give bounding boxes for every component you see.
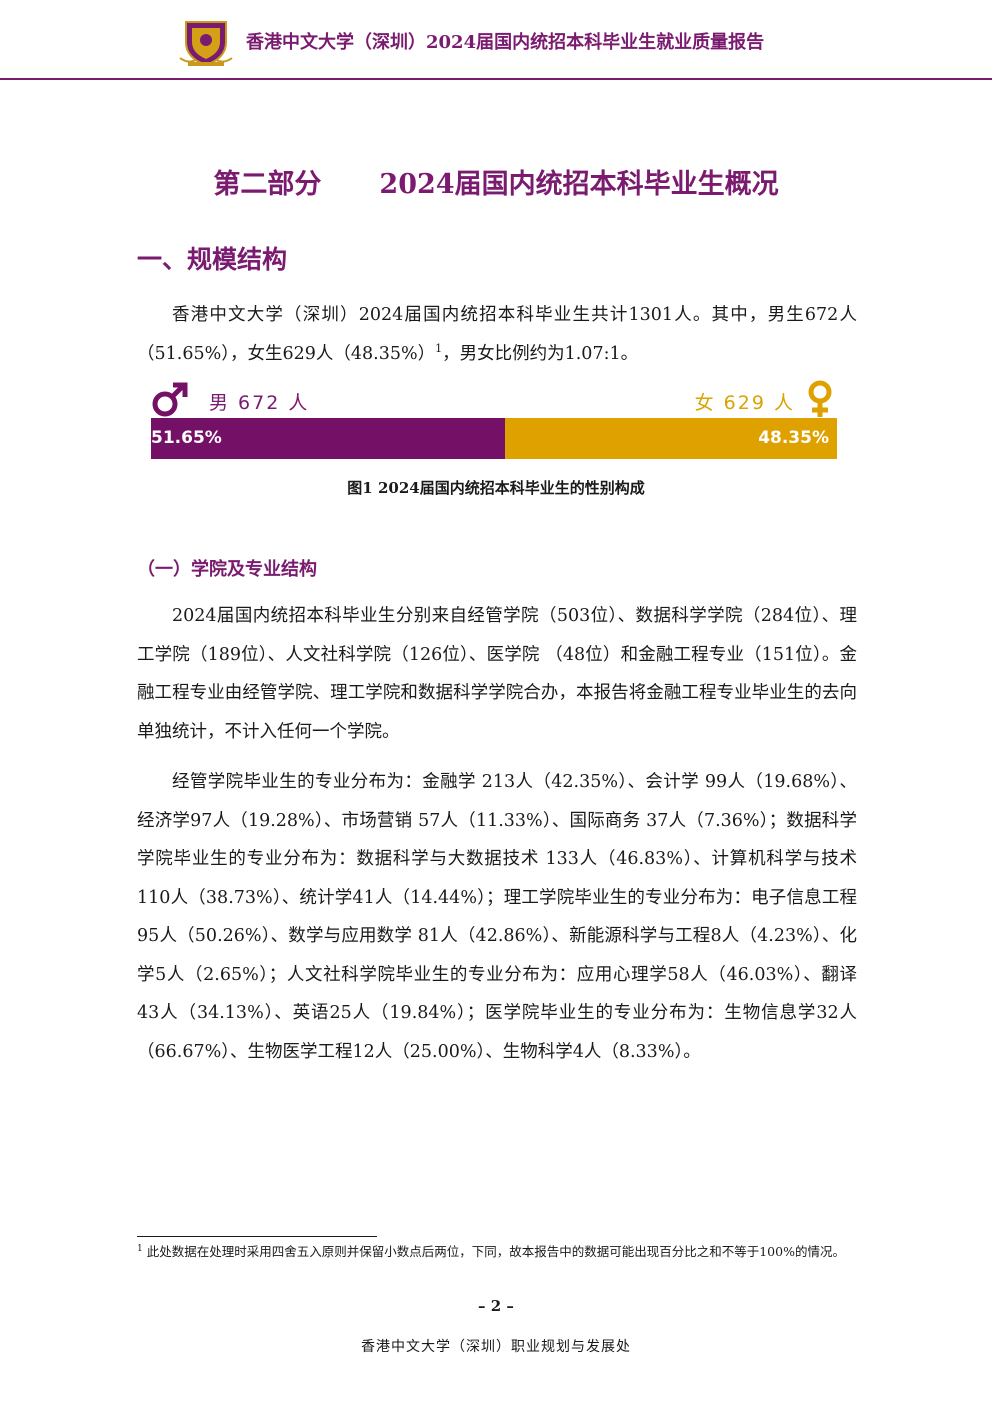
page-number: – 2 – [478, 1297, 514, 1315]
intro-text: 香港中文大学（深圳）2024届国内统招本科毕业生共计1301人。其中，男生672… [137, 305, 857, 364]
university-crest-icon [179, 21, 233, 67]
male-symbol-icon [152, 382, 188, 417]
female-symbol-icon [808, 380, 832, 417]
footnote: 1 此处数据在处理时采用四舍五入原则并保留小数点后两位，下同，故本报告中的数据可… [137, 1242, 857, 1261]
college-paragraph: 2024届国内统招本科毕业生分别来自经管学院（503位）、数据科学学院（284位… [137, 606, 857, 742]
female-share-text: 48.35% [758, 428, 829, 448]
female-share-segment: 48.35% [505, 418, 837, 459]
subsection-heading: （一）学院及专业结构 [137, 559, 317, 580]
footnote-text: 此处数据在处理时采用四舍五入原则并保留小数点后两位，下同，故本报告中的数据可能出… [146, 1244, 845, 1259]
intro-paragraph: 香港中文大学（深圳）2024届国内统招本科毕业生共计1301人。其中，男生672… [137, 296, 857, 373]
header-title: 香港中文大学（深圳）2024届国内统招本科毕业生就业质量报告 [246, 32, 765, 53]
part-label: 第二部分 [213, 169, 322, 200]
part-heading: 2024届国内统招本科毕业生概况 [379, 169, 779, 200]
male-count-label: 男 672 人 [209, 392, 310, 414]
gender-legend: 男 672 人 女 629 人 [151, 380, 837, 417]
section-heading: 一、规模结构 [137, 245, 288, 274]
male-share-text: 51.65% [151, 428, 222, 448]
female-count-label: 女 629 人 [694, 392, 795, 414]
footnote-divider [137, 1236, 377, 1237]
major-distribution-paragraph: 经管学院毕业生的专业分布为：金融学 213人（42.35%）、会计学 99人（1… [137, 772, 857, 1062]
gender-ratio-bar: 51.65% 48.35% [151, 418, 837, 459]
figure-caption: 图1 2024届国内统招本科毕业生的性别构成 [347, 479, 645, 497]
footer-organization: 香港中文大学（深圳）职业规划与发展处 [361, 1339, 631, 1355]
intro-text-end: ，男女比例约为1.07:1。 [442, 343, 639, 364]
male-share-segment: 51.65% [151, 418, 506, 459]
footnote-ref: 1 [435, 341, 443, 355]
part-title: 第二部分 2024届国内统招本科毕业生概况 [0, 162, 992, 201]
footnote-marker: 1 [137, 1243, 143, 1254]
page-header: 香港中文大学（深圳）2024届国内统招本科毕业生就业质量报告 [0, 0, 992, 80]
